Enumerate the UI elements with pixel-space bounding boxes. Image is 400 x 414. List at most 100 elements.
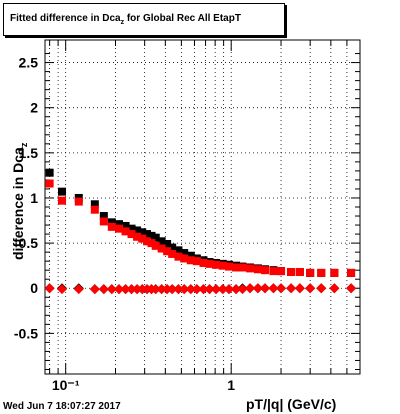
y-tick-label: 2 <box>30 100 38 116</box>
data-point-square <box>133 232 142 241</box>
y-tick-label: -0.5 <box>14 325 38 341</box>
data-point-diamond <box>259 283 270 294</box>
title-box: Fitted difference in Dcaz for Global Rec… <box>3 3 285 36</box>
data-point-square <box>127 230 136 239</box>
data-point-square <box>180 249 189 258</box>
data-point-square <box>295 267 304 276</box>
data-point-square <box>107 218 116 227</box>
y-tick-label: 0 <box>30 280 38 296</box>
data-point-square <box>199 258 208 267</box>
chart-title: Fitted difference in Dcaz for Global Rec… <box>10 13 241 26</box>
data-point-square <box>347 268 356 277</box>
data-point-square <box>269 267 278 276</box>
data-point-square <box>330 268 339 277</box>
data-point-diamond <box>346 283 357 294</box>
data-point-diamond <box>106 284 117 295</box>
data-point-square <box>174 252 183 261</box>
series-3 <box>44 283 357 295</box>
data-point-diamond <box>276 283 287 294</box>
data-point-square <box>151 241 160 250</box>
x-axis-label: pT/|q| (GeV/c) <box>246 396 337 412</box>
data-point-square <box>143 230 152 239</box>
data-point-square <box>121 227 130 236</box>
data-point-square <box>306 268 315 277</box>
data-point-square <box>45 168 54 177</box>
data-point-square <box>138 228 147 237</box>
data-point-diamond <box>231 284 242 295</box>
data-point-diamond <box>150 284 161 295</box>
data-point-diamond <box>132 284 143 295</box>
data-point-diamond <box>204 284 215 295</box>
data-point-diamond <box>252 283 263 294</box>
data-point-square <box>157 244 166 253</box>
data-point-diamond <box>162 284 173 295</box>
data-point-diamond <box>316 283 327 294</box>
data-point-diamond <box>120 284 131 295</box>
data-point-square <box>133 226 142 235</box>
data-point-diamond <box>217 284 228 295</box>
data-point-square <box>74 197 83 206</box>
data-point-diamond <box>198 284 209 295</box>
data-point-square <box>260 266 269 275</box>
data-point-square <box>168 243 177 252</box>
data-point-diamond <box>56 284 67 295</box>
data-point-diamond <box>245 283 256 294</box>
y-tick-label: 0.5 <box>19 235 39 251</box>
data-point-square <box>174 246 183 255</box>
data-marks <box>44 168 357 295</box>
data-point-square <box>90 205 99 214</box>
data-point-diamond <box>167 284 178 295</box>
data-point-square <box>205 259 214 268</box>
data-point-square <box>277 267 286 276</box>
data-point-diamond <box>191 284 202 295</box>
data-point-square <box>317 268 326 277</box>
x-tick-label: 10⁻¹ <box>52 377 80 393</box>
data-point-diamond <box>211 284 222 295</box>
data-point-diamond <box>237 284 248 295</box>
data-point-square <box>212 260 221 269</box>
data-point-diamond <box>329 283 340 294</box>
data-point-diamond <box>268 283 279 294</box>
data-point-square <box>168 249 177 258</box>
data-point-diamond <box>294 283 305 294</box>
data-point-square <box>127 224 136 233</box>
data-point-square <box>151 233 160 242</box>
data-point-square <box>180 254 189 263</box>
data-point-square <box>287 267 296 276</box>
data-point-diamond <box>73 284 84 295</box>
axis-tick-labels: -0.5 0 0.5 1 1.5 2 2.5 10⁻¹ 1 <box>14 55 235 393</box>
y-axis-label-text: difference in Dca <box>10 147 26 260</box>
data-point-square <box>246 264 255 273</box>
data-point-diamond <box>179 284 190 295</box>
data-point-square <box>225 262 234 271</box>
data-point-square <box>90 200 99 209</box>
data-point-diamond <box>224 284 235 295</box>
x-tick-label: 1 <box>227 377 235 393</box>
date-stamp: Wed Jun 7 18:07:27 2017 <box>3 401 121 412</box>
data-point-square <box>218 261 227 270</box>
title-suffix: for Global Rec All EtapT <box>124 13 241 24</box>
data-point-square <box>232 263 241 272</box>
data-point-diamond <box>126 284 137 295</box>
data-point-square <box>57 196 66 205</box>
data-point-square <box>143 237 152 246</box>
data-point-diamond <box>89 284 100 295</box>
title-subscript: z <box>120 19 125 26</box>
title-prefix: Fitted difference in Dca <box>10 13 121 24</box>
data-point-square <box>147 239 156 248</box>
data-point-diamond <box>173 284 184 295</box>
data-point-square <box>157 237 166 246</box>
data-point-square <box>163 247 172 256</box>
data-point-square <box>115 224 124 233</box>
data-point-diamond <box>98 284 109 295</box>
y-axis-label-subscript: z <box>18 142 29 148</box>
data-point-square <box>99 217 108 226</box>
data-point-square <box>57 187 66 196</box>
data-point-square <box>186 256 195 265</box>
data-point-diamond <box>114 284 125 295</box>
data-point-diamond <box>286 283 297 294</box>
data-point-diamond <box>44 283 55 294</box>
data-point-square <box>163 240 172 249</box>
data-point-square <box>186 251 195 260</box>
